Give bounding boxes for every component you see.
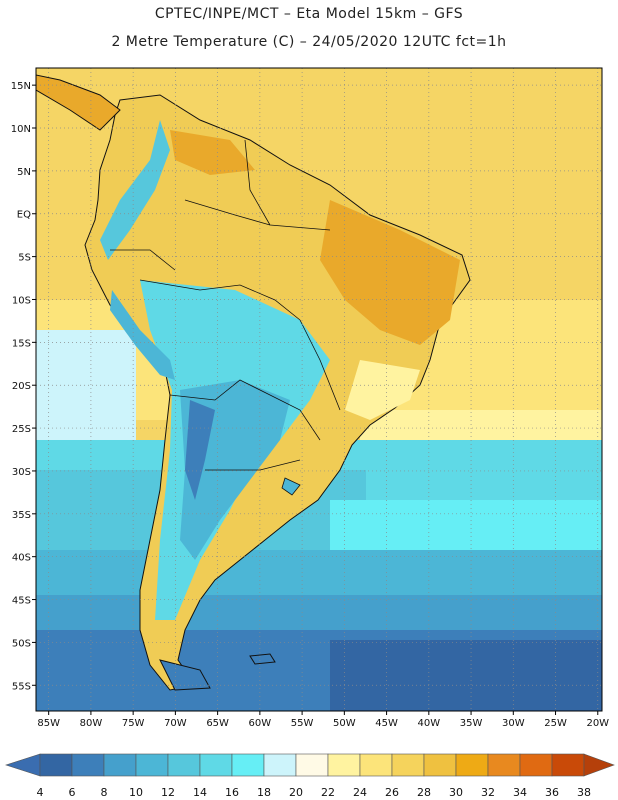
colorbar-swatch [71,753,105,777]
lat-label: 15S [12,338,31,349]
colorbar-swatch [231,753,265,777]
colorbar-label: 6 [69,786,76,799]
colorbar-swatch [295,753,329,777]
colorbar-swatch [487,753,521,777]
colorbar-swatch [167,753,201,777]
colorbar-swatch [519,753,553,777]
map-title-line-1: CPTEC/INPE/MCT – Eta Model 15km – GFS [154,6,464,22]
lon-label: 60W [249,718,272,729]
lon-label: 20W [586,718,609,729]
lon-label: 55W [291,718,314,729]
lon-label: 85W [37,718,60,729]
colorbar-label: 10 [129,786,143,799]
lat-label: 10N [11,124,31,135]
colorbar-swatch [455,753,489,777]
lon-label: 80W [80,718,103,729]
colorbar-label: 24 [353,786,367,799]
temperature-field [36,68,602,711]
lat-label: 35S [12,510,31,521]
colorbar-label: 16 [225,786,239,799]
colorbar-label: 36 [545,786,559,799]
colorbar-low-arrow [5,753,41,777]
colorbar-swatch [423,753,457,777]
lon-label: 25W [544,718,567,729]
colorbar-label: 18 [257,786,271,799]
country-borders [110,139,341,471]
lat-label: 30S [12,467,31,478]
lat-label: 10S [12,295,31,306]
colorbar-label: 14 [193,786,207,799]
lat-label: 55S [12,681,31,692]
map-title-line-2: 2 Metre Temperature (C) – 24/05/2020 12U… [111,34,507,50]
map-frame [35,67,603,712]
colorbar-high-arrow [583,753,615,777]
colorbar-label: 12 [161,786,175,799]
colorbar-label: 22 [321,786,335,799]
colorbar-swatch [135,753,169,777]
colorbar-swatch [359,753,393,777]
colorbar: 4 6 8 10 12 14 16 18 20 22 24 26 28 30 32 34 36 38 [5,753,615,799]
colorbar-swatch [39,753,73,777]
lon-label: 30W [502,718,525,729]
axis-labels: 85W 80W 75W 70W 65W 60W 55W 50W 45W 40W 35W 30W 25W 2… [11,81,609,729]
colorbar-label: 28 [417,786,431,799]
colorbar-swatch [327,753,361,777]
colorbar-label: 34 [513,786,527,799]
colorbar-swatch [551,753,585,777]
colorbar-label: 38 [577,786,591,799]
lat-label: 25S [12,424,31,435]
lat-label: 5S [18,253,31,264]
lon-label: 45W [375,718,398,729]
lon-label: 75W [122,718,145,729]
colorbar-label: 20 [289,786,303,799]
lat-label: 20S [12,381,31,392]
lat-label: 45S [12,596,31,607]
lon-label: 40W [418,718,441,729]
colorbar-label: 8 [101,786,108,799]
colorbar-swatch [103,753,137,777]
colorbar-label: 4 [37,786,44,799]
colorbar-swatch [263,753,297,777]
colorbar-swatch [199,753,233,777]
lat-label: 15N [11,81,31,92]
colorbar-label: 30 [449,786,463,799]
colorbar-swatch [391,753,425,777]
lon-label: 70W [164,718,187,729]
lat-label: 40S [12,553,31,564]
colorbar-label: 26 [385,786,399,799]
lon-label: 65W [206,718,229,729]
lon-label: 35W [460,718,483,729]
lon-label: 50W [333,718,356,729]
lat-label: EQ [17,210,31,221]
lat-label: 5N [17,167,31,178]
lat-label: 50S [12,638,31,649]
colorbar-label: 32 [481,786,495,799]
